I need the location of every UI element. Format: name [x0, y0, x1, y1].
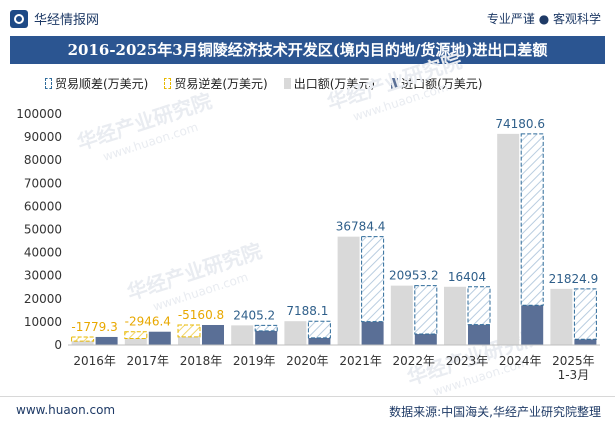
- legend-label-export: 出口额(万美元): [293, 77, 376, 91]
- import-bar: [95, 336, 118, 345]
- export-bar: [231, 325, 254, 345]
- export-bar: [178, 336, 200, 345]
- export-bar: [390, 285, 413, 345]
- legend-swatch-deficit: [164, 78, 172, 89]
- export-bar: [71, 341, 94, 345]
- data-labels: -1779.3 -2946.4 -5160.8 2405.2 7188.1 36784.4…: [71, 117, 598, 334]
- y-tick-label: 10000: [24, 315, 62, 329]
- footer-source: 数据来源:中国海关,华经产业研究院整理: [389, 405, 601, 419]
- y-tick-label: 60000: [24, 199, 62, 213]
- y-tick-label: 40000: [24, 246, 62, 260]
- bars: [71, 133, 597, 345]
- x-tick-label: 2022年: [393, 354, 436, 368]
- y-tick-label: 30000: [24, 269, 62, 283]
- deficit-bar: [124, 331, 148, 340]
- x-axis: 2016年 2017年 2018年 2019年 2020年 2021年 2022年 2023年…: [68, 344, 600, 382]
- surplus-bar: [307, 320, 331, 339]
- data-label: 20953.2: [389, 269, 439, 283]
- surplus-bar: [467, 286, 491, 326]
- x-tick-label: 2017年: [127, 354, 170, 368]
- import-bar: [521, 305, 544, 345]
- export-bar: [337, 236, 360, 345]
- y-tick-label: 0: [54, 338, 62, 352]
- import-bar: [574, 339, 597, 345]
- x-tick-label: 2021年: [339, 354, 382, 368]
- legend-swatch-export: [283, 78, 291, 89]
- brand[interactable]: 华经情报网: [10, 9, 99, 28]
- y-tick-label: 80000: [24, 153, 62, 167]
- footer: www.huaon.com 数据来源:中国海关,华经产业研究院整理: [0, 396, 615, 428]
- legend-item-surplus: 贸易顺差(万美元): [45, 75, 148, 92]
- surplus-bar: [414, 285, 438, 335]
- data-label: 2405.2: [233, 308, 275, 322]
- data-label: 7188.1: [286, 304, 328, 318]
- x-tick-label: 2023年: [446, 354, 489, 368]
- tagline: 专业严谨 ● 客观科学: [486, 12, 601, 26]
- data-label: -1779.3: [71, 320, 117, 334]
- legend-label-deficit: 贸易逆差(万美元): [174, 77, 268, 91]
- import-bar: [202, 324, 224, 345]
- export-bar: [497, 133, 520, 345]
- surplus-bar: [361, 236, 385, 323]
- x-tick-label: 2024年: [499, 354, 542, 368]
- import-bar: [255, 330, 278, 345]
- import-bar: [414, 334, 437, 345]
- x-tick-label: 2025年: [552, 354, 595, 368]
- import-bar: [308, 337, 331, 345]
- footer-url[interactable]: www.huaon.com: [16, 403, 116, 417]
- x-tick-label: 2016年: [73, 354, 116, 368]
- legend-label-import: 进口额(万美元): [401, 77, 483, 91]
- y-tick-label: 100000: [16, 107, 62, 121]
- brand-name: 华经情报网: [34, 13, 100, 28]
- data-label: 36784.4: [336, 220, 386, 234]
- title-bar: 2016-2025年3月铜陵经济技术开发区(境内目的地/货源地)进出口差额: [10, 36, 605, 64]
- deficit-bar: [71, 336, 95, 342]
- legend-item-export: 出口额(万美元): [283, 75, 376, 92]
- data-label: -2946.4: [125, 315, 171, 329]
- y-tick-label: 50000: [24, 223, 62, 237]
- export-bar: [550, 288, 573, 345]
- legend-item-import: 进口额(万美元): [391, 75, 483, 92]
- chart-title: 2016-2025年3月铜陵经济技术开发区(境内目的地/货源地)进出口差额: [67, 41, 548, 59]
- data-label: 74180.6: [495, 117, 545, 131]
- y-tick-label: 70000: [24, 176, 62, 190]
- surplus-bar: [520, 133, 544, 306]
- legend: 贸易顺差(万美元) 贸易逆差(万美元) 出口额(万美元) 进口额(万美元): [45, 75, 499, 92]
- logo-icon: [10, 9, 28, 28]
- surplus-bar: [254, 324, 278, 332]
- y-axis: 0 10000 20000 30000 40000 50000 60000 70000 8000…: [16, 107, 62, 352]
- legend-label-surplus: 贸易顺差(万美元): [55, 77, 149, 91]
- legend-swatch-import: [391, 78, 399, 89]
- import-bar: [361, 321, 384, 345]
- import-bar: [468, 324, 490, 345]
- x-tick-label: 1-3月: [558, 368, 590, 382]
- legend-item-deficit: 贸易逆差(万美元): [164, 75, 268, 92]
- surplus-bar: [573, 288, 597, 340]
- export-bar: [124, 338, 147, 345]
- top-bar: 华经情报网 专业严谨 ● 客观科学: [0, 0, 615, 36]
- y-tick-label: 90000: [24, 130, 62, 144]
- data-label: 16404: [448, 270, 486, 284]
- x-tick-label: 2018年: [180, 354, 223, 368]
- bar-chart: 华经产业研究院www.huaon.com华经产业研究院www.huaon.com…: [16, 49, 600, 396]
- import-bar: [148, 331, 171, 345]
- x-tick-label: 2020年: [286, 354, 329, 368]
- deficit-bar: [177, 324, 201, 338]
- legend-swatch-surplus: [45, 78, 52, 89]
- data-label: -5160.8: [178, 308, 224, 322]
- data-label: 21824.9: [549, 272, 599, 286]
- y-tick-label: 20000: [24, 292, 62, 306]
- export-bar: [444, 286, 466, 345]
- export-bar: [284, 321, 307, 345]
- x-tick-label: 2019年: [233, 354, 276, 368]
